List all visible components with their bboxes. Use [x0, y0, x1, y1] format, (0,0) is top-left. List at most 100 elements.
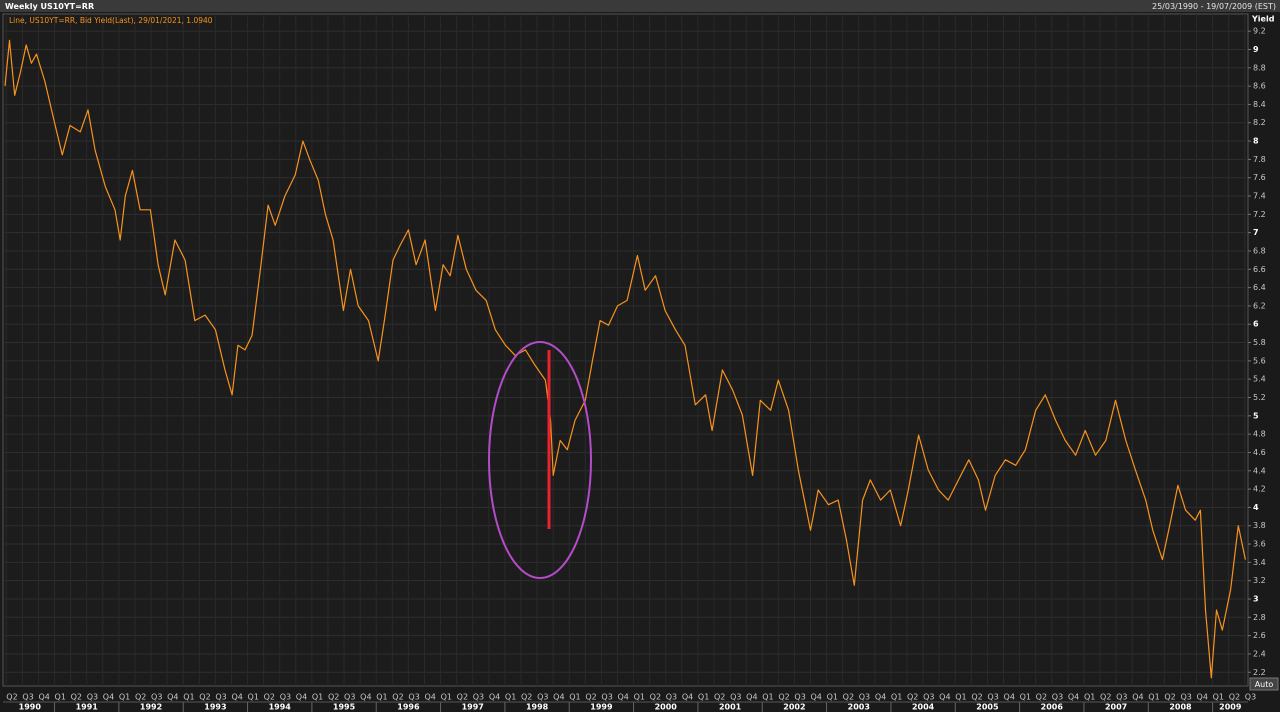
x-tick-label: Q4	[1197, 693, 1208, 702]
x-tick-label: Q1	[376, 693, 387, 702]
x-tick-label: Q2	[971, 693, 982, 702]
x-tick-label: Q4	[1004, 693, 1015, 702]
year-label: 2000	[655, 703, 678, 712]
y-tick-label: 7.2	[1253, 210, 1266, 219]
y-tick-label: 5.2	[1253, 393, 1266, 402]
chart-title: Weekly US10YT=RR	[5, 2, 94, 11]
x-tick-label: Q3	[859, 693, 870, 702]
x-tick-label: Q4	[617, 693, 628, 702]
x-tick-label: Q1	[1020, 693, 1031, 702]
year-label: 2006	[1041, 703, 1064, 712]
y-tick-label: 6.2	[1253, 301, 1266, 310]
y-tick-label: 3.4	[1253, 558, 1266, 567]
year-label: 1993	[204, 703, 226, 712]
x-tick-label: Q3	[730, 693, 741, 702]
year-label: 1994	[269, 703, 292, 712]
y-tick-label: 6	[1253, 320, 1259, 329]
x-tick-label: Q4	[296, 693, 307, 702]
y-tick-label: 3.2	[1253, 576, 1266, 585]
x-tick-label: Q2	[199, 693, 210, 702]
y-tick-label: 7.8	[1253, 155, 1266, 164]
y-tick-label: 2.8	[1253, 613, 1266, 622]
x-tick-label: Q1	[955, 693, 966, 702]
y-tick-label: 3	[1253, 594, 1259, 603]
x-tick-label: Q2	[1164, 693, 1175, 702]
x-tick-label: Q3	[151, 693, 162, 702]
x-tick-label: Q3	[344, 693, 355, 702]
auto-button-label[interactable]: Auto	[1255, 680, 1274, 689]
x-tick-label: Q3	[794, 693, 805, 702]
y-tick-label: 9	[1253, 45, 1259, 54]
x-tick-label: Q4	[103, 693, 114, 702]
year-label: 2003	[848, 703, 870, 712]
x-tick-label: Q2	[135, 693, 146, 702]
year-label: 2002	[783, 703, 805, 712]
x-tick-label: Q1	[827, 693, 838, 702]
y-tick-label: 6.4	[1253, 283, 1266, 292]
x-tick-label: Q3	[923, 693, 934, 702]
x-tick-label: Q4	[38, 693, 49, 702]
x-tick-label: Q3	[1245, 693, 1256, 702]
x-tick-label: Q1	[1213, 693, 1224, 702]
y-tick-label: 5.8	[1253, 338, 1266, 347]
year-label: 1996	[397, 703, 420, 712]
x-tick-label: Q1	[634, 693, 645, 702]
y-axis-label: Yield	[1251, 15, 1275, 24]
x-tick-label: Q2	[392, 693, 403, 702]
x-tick-label: Q4	[360, 693, 371, 702]
x-tick-label: Q1	[698, 693, 709, 702]
y-tick-label: 6.6	[1253, 265, 1266, 274]
date-range: 25/03/1990 - 19/07/2009 (EST)	[1152, 2, 1276, 11]
x-tick-label: Q1	[55, 693, 66, 702]
x-tick-label: Q1	[569, 693, 580, 702]
x-tick-label: Q4	[553, 693, 564, 702]
x-tick-label: Q2	[650, 693, 661, 702]
x-tick-label: Q2	[264, 693, 275, 702]
y-tick-label: 2.6	[1253, 631, 1266, 640]
x-tick-label: Q3	[22, 693, 33, 702]
plot-area	[2, 13, 1249, 687]
y-tick-label: 8.4	[1253, 100, 1266, 109]
year-label: 1990	[19, 703, 42, 712]
x-tick-label: Q2	[328, 693, 339, 702]
year-label: 1997	[462, 703, 484, 712]
y-tick-label: 8.8	[1253, 63, 1266, 72]
x-tick-label: Q4	[489, 693, 500, 702]
y-tick-label: 8.6	[1253, 82, 1266, 91]
x-tick-label: Q2	[1036, 693, 1047, 702]
x-tick-label: Q1	[248, 693, 259, 702]
x-tick-label: Q3	[601, 693, 612, 702]
x-tick-label: Q1	[505, 693, 516, 702]
annotation-ellipse	[488, 341, 592, 579]
x-tick-label: Q4	[424, 693, 435, 702]
x-tick-label: Q3	[1180, 693, 1191, 702]
x-tick-label: Q1	[183, 693, 194, 702]
x-tick-label: Q4	[1132, 693, 1143, 702]
x-tick-label: Q1	[762, 693, 773, 702]
y-tick-label: 3.8	[1253, 521, 1266, 530]
year-label: 1991	[76, 703, 99, 712]
x-tick-label: Q3	[537, 693, 548, 702]
auto-button[interactable]	[1249, 677, 1279, 691]
x-tick-label: Q4	[231, 693, 242, 702]
x-tick-label: Q2	[907, 693, 918, 702]
y-tick-label: 8.2	[1253, 118, 1266, 127]
grid	[3, 14, 1248, 686]
x-tick-label: Q2	[457, 693, 468, 702]
y-tick-label: 5.6	[1253, 356, 1266, 365]
header-bar	[0, 0, 1280, 12]
x-tick-label: Q3	[666, 693, 677, 702]
x-tick-label: Q2	[778, 693, 789, 702]
x-tick-label: Q3	[1116, 693, 1127, 702]
x-tick-label: Q4	[746, 693, 757, 702]
y-tick-label: 5	[1253, 411, 1259, 420]
year-label: 2007	[1105, 703, 1127, 712]
x-tick-label: Q3	[215, 693, 226, 702]
x-tick-label: Q1	[891, 693, 902, 702]
x-tick-label: Q3	[1052, 693, 1063, 702]
y-tick-label: 4.2	[1253, 485, 1266, 494]
year-label: 2005	[976, 703, 999, 712]
x-tick-label: Q4	[875, 693, 886, 702]
x-tick-label: Q2	[1100, 693, 1111, 702]
x-tick-label: Q2	[6, 693, 17, 702]
